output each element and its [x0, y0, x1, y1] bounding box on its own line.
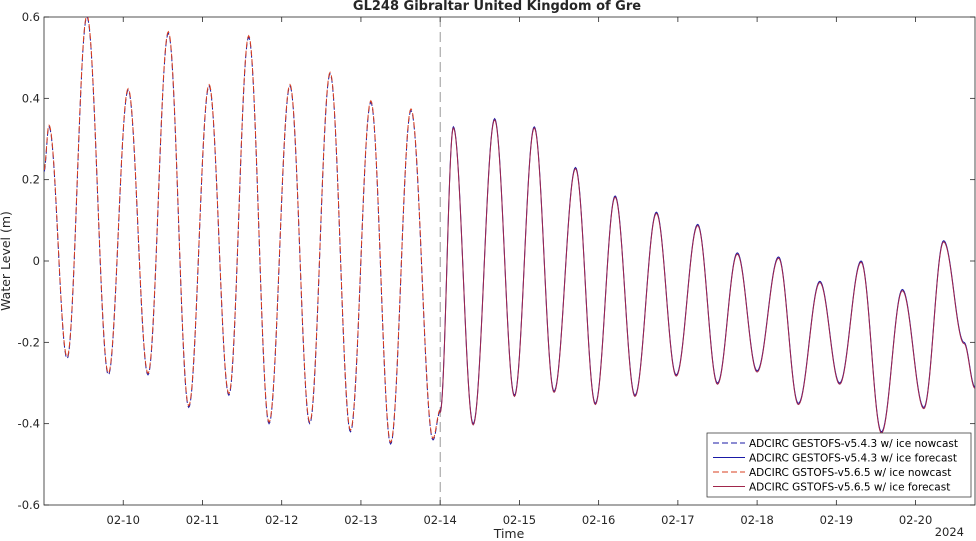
legend-entry-3: ADCIRC GSTOFS-v5.6.5 w/ ice nowcast	[749, 467, 951, 479]
x-tick-label: 02-13	[344, 513, 377, 527]
legend-entry-4: ADCIRC GSTOFS-v5.6.5 w/ ice forecast	[749, 482, 950, 494]
x-tick-label: 02-18	[740, 513, 773, 527]
plot-area	[43, 16, 976, 506]
x-tick-label: 02-11	[186, 513, 219, 527]
y-tick-label: 0.6	[22, 10, 40, 24]
legend-box	[706, 432, 972, 498]
y-tick-label: -0.2	[18, 335, 40, 349]
series-group	[44, 17, 975, 445]
legend-entry-2: ADCIRC GESTOFS-v5.4.3 w/ ice forecast	[749, 453, 957, 465]
y-tick-label: 0	[33, 254, 40, 268]
y-axis-ticks: -0.6 -0.4 -0.2 0 0.2 0.4 0.6	[18, 10, 975, 512]
x-tick-label: 02-10	[107, 513, 140, 527]
x-tick-label: 02-20	[899, 513, 932, 527]
y-tick-label: 0.4	[22, 91, 40, 105]
year-label: 2024	[935, 525, 964, 539]
axes-box	[43, 16, 976, 506]
legend-entry-1: ADCIRC GESTOFS-v5.4.3 w/ ice nowcast	[749, 438, 958, 450]
x-tick-label: 02-17	[661, 513, 694, 527]
y-tick-label: -0.4	[18, 417, 40, 431]
x-tick-label: 02-12	[265, 513, 298, 527]
x-tick-label: 02-14	[423, 513, 456, 527]
x-tick-label: 02-15	[503, 513, 536, 527]
y-tick-label: 0.2	[22, 173, 40, 187]
series-line-3	[44, 17, 441, 444]
y-tick-label: -0.6	[18, 498, 40, 512]
x-tick-label: 02-16	[582, 513, 615, 527]
legend: ADCIRC GESTOFS-v5.4.3 w/ ice nowcast ADCI…	[706, 432, 972, 498]
series-line-4	[439, 119, 975, 434]
x-tick-label: 02-19	[820, 513, 853, 527]
x-axis-ticks: 02-10 02-11 02-12 02-13 02-14 02-15 02-16 02-17…	[107, 17, 932, 527]
y-axis-label: Water Level (m)	[0, 211, 13, 311]
x-axis-label: Time	[493, 526, 525, 541]
chart-title: GL248 Gibraltar United Kingdom of Gre	[353, 0, 641, 14]
